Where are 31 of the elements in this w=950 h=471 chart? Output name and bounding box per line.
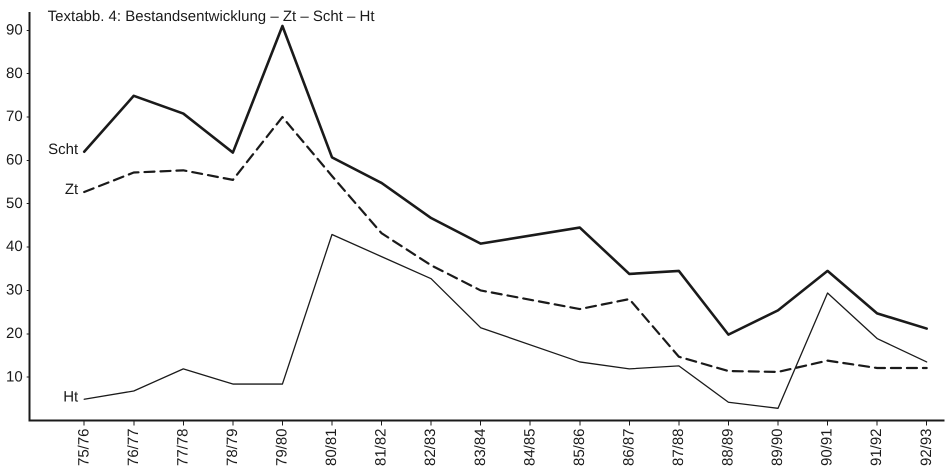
y-tick-label: 70 (6, 108, 23, 126)
x-tick-label: 78/79 (224, 428, 242, 466)
x-tick-label: 92/93 (918, 428, 935, 466)
x-tick-label: 76/77 (124, 428, 142, 466)
y-tick-label: 50 (6, 194, 23, 212)
y-tick-label: 40 (6, 238, 23, 256)
x-tick-label: 82/83 (422, 428, 440, 466)
y-tick-label: 30 (6, 282, 23, 299)
x-tick-label: 86/87 (620, 428, 638, 466)
y-tick-label: 80 (6, 64, 23, 82)
y-tick-label: 60 (6, 152, 23, 169)
x-tick-label: 81/82 (372, 428, 390, 466)
x-tick-label: 79/80 (274, 428, 291, 466)
series-label: Zt (64, 181, 80, 198)
x-tick-label: 75/76 (75, 428, 92, 466)
x-tick-label: 84/85 (521, 428, 538, 466)
x-tick-label: 87/88 (670, 428, 688, 466)
y-tick-label: 90 (6, 21, 23, 38)
x-tick-label: 90/91 (818, 428, 836, 466)
x-tick-label: 88/89 (720, 428, 737, 466)
series-label: Scht (48, 140, 80, 158)
x-tick-label: 83/84 (472, 428, 489, 466)
y-tick-label: 20 (6, 324, 23, 342)
x-tick-label: 91/92 (868, 428, 886, 466)
x-tick-label: 89/90 (769, 428, 786, 466)
series-label: Ht (63, 388, 80, 406)
chart-title: Textabb. 4: Bestandsentwicklung – Zt – Scht – Ht (48, 8, 376, 26)
x-tick-label: 80/81 (323, 428, 340, 466)
x-tick-label: 77/78 (174, 428, 192, 466)
y-tick-label: 10 (6, 368, 23, 386)
x-tick-label: 85/86 (570, 428, 588, 466)
